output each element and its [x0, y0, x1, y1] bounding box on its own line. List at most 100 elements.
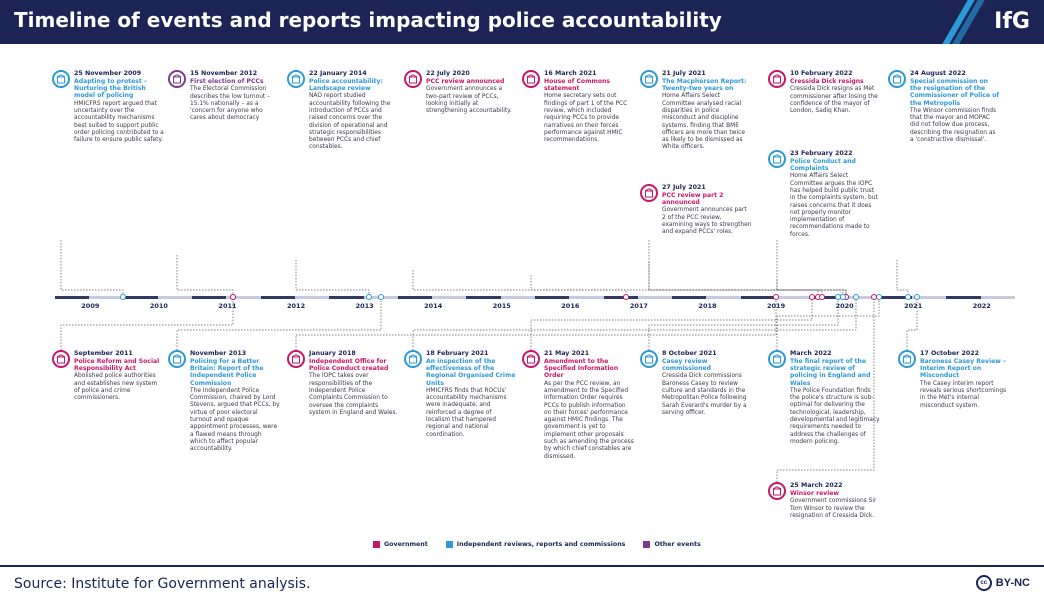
event-text: 22 July 2020 PCC review announced Govern…: [426, 70, 516, 115]
event-body: The Police Foundation finds the police's…: [790, 387, 880, 445]
event-body: Government announces a two-part review o…: [426, 86, 512, 115]
event-date: 23 February 2022: [790, 150, 853, 157]
building-icon: [52, 350, 70, 368]
license-badge: cc BY-NC: [975, 575, 1030, 591]
event-text: September 2011 Police Reform and Social …: [74, 350, 164, 403]
building-icon: [287, 350, 305, 368]
building-icon: [898, 350, 916, 368]
year-label: 2013: [355, 302, 374, 310]
event-date: 17 October 2022: [920, 350, 979, 357]
event-date: 25 March 2022: [790, 482, 843, 489]
connector-line: [412, 270, 627, 297]
axis-segment: [466, 296, 501, 299]
event-title: Special commission on the resignation of…: [910, 78, 1000, 107]
year-label: 2019: [767, 302, 786, 310]
header-bar: Timeline of events and reports impacting…: [0, 0, 1044, 44]
year-label: 2017: [629, 302, 648, 310]
timeline-marker: [905, 294, 911, 300]
axis-bar: [55, 296, 1015, 299]
event-body: The Electoral Commission describes the l…: [190, 86, 271, 122]
event-text: 18 February 2021 An inspection of the ef…: [426, 350, 516, 439]
year-label: 2016: [561, 302, 580, 310]
event-text: 23 February 2022 Police Conduct and Comp…: [790, 150, 880, 239]
event-title: Police Conduct and Complaints: [790, 158, 856, 173]
year-label: 2011: [218, 302, 237, 310]
building-icon: [168, 350, 186, 368]
event-title: Independent Office for Police Conduct cr…: [309, 358, 389, 373]
axis-segment: [432, 296, 467, 299]
event-date: 21 May 2021: [544, 350, 590, 357]
building-icon: [768, 350, 786, 368]
event-date: September 2011: [74, 350, 133, 357]
connector-line: [295, 260, 370, 297]
building-icon: [640, 70, 658, 88]
legend-label: Independent reviews, reports and commiss…: [456, 541, 626, 548]
event-body: Home Affairs Select Committee analysed r…: [662, 93, 745, 151]
event-text: 25 March 2022 Winsor review Government c…: [790, 482, 880, 520]
event-title: The final report of the strategic review…: [790, 358, 871, 387]
event-title: Policing for a Better Britain: Report of…: [190, 358, 264, 387]
legend-item-government: Government: [373, 541, 428, 548]
axis-segment: [397, 296, 433, 299]
event-title: Adapting to protest – Nurturing the Brit…: [74, 78, 147, 100]
building-icon: [888, 70, 906, 88]
axis-segment: [295, 296, 330, 299]
source-note: Source: Institute for Government analysi…: [14, 576, 311, 592]
building-icon: [404, 70, 422, 88]
year-label: 2010: [149, 302, 168, 310]
building-icon: [168, 70, 186, 88]
event-text: 24 August 2022 Special commission on the…: [910, 70, 1000, 144]
building-icon: [52, 70, 70, 88]
event-body: Home Affairs Select Committee argues the…: [790, 173, 878, 238]
axis-segment: [157, 296, 193, 299]
event-text: 15 November 2012 First election of PCCs …: [190, 70, 280, 123]
building-icon: [768, 482, 786, 500]
event-title: The Macpherson Report: Twenty-two years …: [662, 78, 747, 93]
footer-divider: [0, 565, 1044, 567]
axis-segment: [877, 296, 913, 299]
event-body: NAO report studied accountability follow…: [309, 93, 391, 151]
event-title: Police Reform and Social Responsibility …: [74, 358, 160, 373]
event-text: March 2022 The final report of the strat…: [790, 350, 880, 446]
event-text: 8 October 2021 Casey review commissioned…: [662, 350, 752, 417]
connector-line: [776, 240, 823, 297]
connector-line: [648, 262, 847, 297]
event-text: 16 March 2021 House of Commons statement…: [544, 70, 634, 144]
connector-line: [176, 255, 234, 297]
event-title: House of Commons statement: [544, 78, 610, 93]
event-date: 10 February 2022: [790, 70, 853, 77]
year-label: 2022: [972, 302, 991, 310]
axis-segment: [637, 296, 673, 299]
timeline-marker: [835, 294, 841, 300]
event-date: 8 October 2021: [662, 350, 717, 357]
event-body: Cressida Dick resigns as Met commissione…: [790, 86, 878, 115]
event-date: January 2018: [309, 350, 356, 357]
event-body: Home secretary sets out findings of part…: [544, 93, 628, 144]
event-title: Amendment to the Specified Information O…: [544, 358, 619, 380]
event-body: As per the PCC review, an amendment to t…: [544, 380, 634, 460]
event-body: The Casey interim report reveals serious…: [920, 380, 1007, 409]
event-date: 15 November 2012: [190, 70, 258, 77]
event-title: Winsor review: [790, 490, 840, 497]
event-title: Cressida Dick resigns: [790, 78, 864, 85]
event-text: 25 November 2009 Adapting to protest – N…: [74, 70, 164, 144]
event-body: Abolished police authorities and establi…: [74, 373, 158, 402]
year-label: 2014: [424, 302, 443, 310]
timeline-marker: [809, 294, 815, 300]
event-body: HMICFRS finds that ROCUs' accountability…: [426, 387, 507, 438]
axis-segment: [329, 296, 364, 299]
axis-segment: [123, 296, 158, 299]
axis-segment: [809, 296, 844, 299]
event-text: 21 July 2021 The Macpherson Report: Twen…: [662, 70, 752, 152]
legend-label: Government: [384, 541, 428, 548]
connector-line: [648, 240, 847, 297]
legend: Government Independent reviews, reports …: [373, 541, 701, 548]
timeline-marker: [230, 294, 236, 300]
event-body: The Independent Police Commission, chair…: [190, 387, 280, 453]
axis-segment: [980, 296, 1015, 299]
event-date: 27 July 2021: [662, 184, 706, 191]
building-icon: [287, 70, 305, 88]
timeline-marker: [623, 294, 629, 300]
timeline-marker: [853, 294, 859, 300]
axis-segment: [775, 296, 810, 299]
